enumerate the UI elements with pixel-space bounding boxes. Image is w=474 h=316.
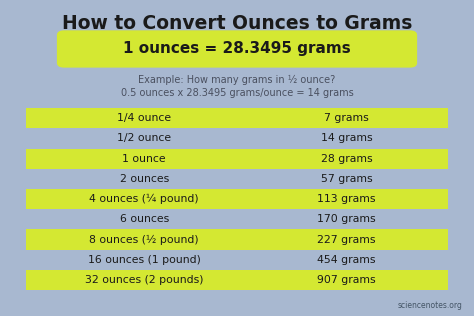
FancyBboxPatch shape	[26, 108, 448, 128]
Text: 113 grams: 113 grams	[318, 194, 376, 204]
Text: 907 grams: 907 grams	[318, 275, 376, 285]
FancyBboxPatch shape	[26, 229, 448, 250]
Text: How to Convert Ounces to Grams: How to Convert Ounces to Grams	[62, 14, 412, 33]
Text: 4 ounces (¼ pound): 4 ounces (¼ pound)	[90, 194, 199, 204]
Text: 1 ounce: 1 ounce	[122, 154, 166, 164]
Text: 1/2 ounce: 1/2 ounce	[117, 133, 171, 143]
Text: 0.5 ounces x 28.3495 grams/ounce = 14 grams: 0.5 ounces x 28.3495 grams/ounce = 14 gr…	[120, 88, 354, 98]
Text: 57 grams: 57 grams	[321, 174, 373, 184]
Text: sciencenotes.org: sciencenotes.org	[397, 301, 462, 310]
Text: Example: How many grams in ½ ounce?: Example: How many grams in ½ ounce?	[138, 75, 336, 85]
Text: 7 grams: 7 grams	[324, 113, 369, 123]
FancyBboxPatch shape	[26, 189, 448, 209]
Text: 6 ounces: 6 ounces	[119, 214, 169, 224]
FancyBboxPatch shape	[57, 30, 417, 68]
Text: 14 grams: 14 grams	[321, 133, 373, 143]
Text: 1/4 ounce: 1/4 ounce	[117, 113, 171, 123]
Text: 1 ounces = 28.3495 grams: 1 ounces = 28.3495 grams	[123, 41, 351, 57]
Text: 454 grams: 454 grams	[318, 255, 376, 265]
Text: 16 ounces (1 pound): 16 ounces (1 pound)	[88, 255, 201, 265]
Text: 8 ounces (½ pound): 8 ounces (½ pound)	[90, 234, 199, 245]
Text: 2 ounces: 2 ounces	[119, 174, 169, 184]
Text: 227 grams: 227 grams	[318, 234, 376, 245]
Text: 32 ounces (2 pounds): 32 ounces (2 pounds)	[85, 275, 203, 285]
Text: 170 grams: 170 grams	[318, 214, 376, 224]
Text: 28 grams: 28 grams	[321, 154, 373, 164]
FancyBboxPatch shape	[26, 270, 448, 290]
FancyBboxPatch shape	[26, 149, 448, 169]
